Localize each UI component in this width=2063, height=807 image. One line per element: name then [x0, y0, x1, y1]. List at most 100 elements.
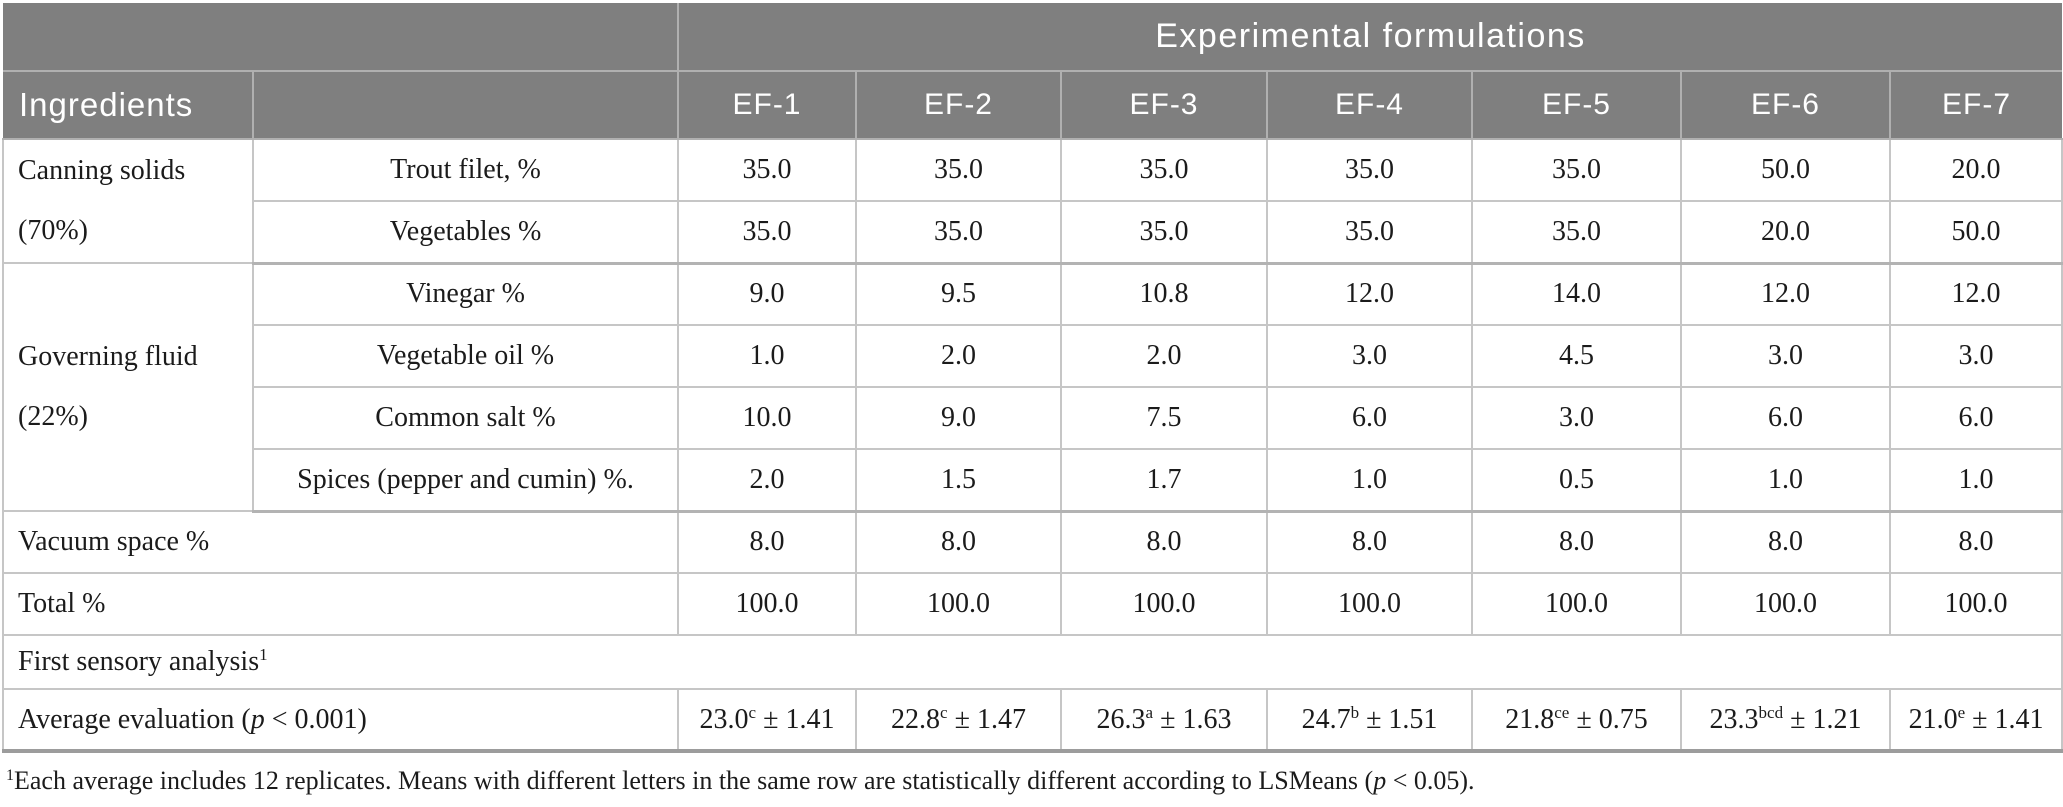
value-cell: 10.0	[677, 386, 857, 450]
value-cell: 100.0	[677, 572, 857, 636]
value-cell: 100.0	[1680, 572, 1891, 636]
value-cell: 12.0	[1266, 262, 1473, 326]
value-cell: 50.0	[1888, 200, 2063, 265]
value-cell: 6.0	[1266, 386, 1473, 450]
value-cell: 6.0	[1680, 386, 1891, 450]
value-cell: 1.0	[677, 324, 857, 388]
significance-letters: bcd	[1758, 702, 1784, 722]
table-footnote: 1Each average includes 12 replicates. Me…	[6, 766, 2063, 796]
mean-value-cell: 22.8c ± 1.47	[855, 688, 1062, 753]
row-spices: Spices (pepper and cumin) %. 2.0 1.5 1.7…	[3, 448, 2063, 513]
std-dev: ± 0.75	[1576, 703, 1648, 735]
std-dev: ± 1.21	[1790, 703, 1862, 735]
row-trout-filet: Canning solids (70%) Trout filet, % 35.0…	[2, 138, 2063, 264]
value-cell: 100.0	[855, 572, 1062, 636]
value-cell: 7.5	[1060, 386, 1268, 450]
header-empty-corner	[3, 3, 679, 72]
value-cell: 14.0	[1471, 262, 1682, 326]
value-cell: 8.0	[1060, 510, 1268, 574]
value-cell: 3.0	[1888, 324, 2063, 388]
mean: 26.3	[1096, 703, 1146, 735]
value-cell: 1.0	[1266, 448, 1473, 513]
row-average-evaluation: Average evaluation (p < 0.001) 23.0c ± 1.…	[2, 688, 2063, 753]
p-symbol: p	[250, 703, 265, 735]
row-label: Total %	[2, 572, 679, 636]
experimental-formulations-header: Experimental formulations	[676, 3, 2063, 72]
mean: 23.0	[699, 703, 749, 735]
group-governing-fluid: Governing fluid (22%)	[2, 262, 254, 512]
value-cell: 35.0	[677, 200, 857, 265]
row-total: Total % 100.0 100.0 100.0 100.0 100.0 10…	[2, 572, 2063, 636]
column-header-ef7: EF-7	[1888, 71, 2063, 140]
value-cell: 8.0	[1888, 510, 2063, 574]
value-cell: 1.7	[1060, 448, 1268, 513]
mean: 21.0	[1908, 703, 1958, 735]
value-cell: 8.0	[1680, 510, 1891, 574]
value-cell: 2.0	[677, 448, 857, 513]
significance-letters: c	[748, 702, 757, 722]
value-cell: 35.0	[855, 138, 1062, 202]
value-cell: 1.0	[1888, 448, 2063, 513]
mean-value-cell: 21.0e ± 1.41	[1888, 688, 2063, 753]
value-cell: 10.8	[1060, 262, 1268, 326]
value-cell: 35.0	[1471, 138, 1682, 202]
value-cell: 2.0	[855, 324, 1062, 388]
footnote-text: Each average includes 12 replicates. Mea…	[14, 766, 1374, 795]
p-symbol: p	[1373, 766, 1387, 795]
group-label-line2: (70%)	[18, 215, 88, 246]
value-cell: 8.0	[855, 510, 1062, 574]
value-cell: 8.0	[1471, 510, 1682, 574]
mean: 23.3	[1709, 703, 1759, 735]
value-cell: 3.0	[1266, 324, 1473, 388]
value-cell: 1.5	[855, 448, 1062, 513]
value-cell: 9.5	[855, 262, 1062, 326]
value-cell: 9.0	[855, 386, 1062, 450]
value-cell: 35.0	[1266, 200, 1473, 265]
value-cell: 4.5	[1471, 324, 1682, 388]
header-columns-row: Ingredients EF-1 EF-2 EF-3 EF-4 EF-5 EF-…	[3, 71, 2063, 140]
value-cell: 35.0	[855, 200, 1062, 265]
group-label-line1: Governing fluid	[18, 341, 198, 372]
std-dev: ± 1.51	[1366, 703, 1438, 735]
mean: 21.8	[1505, 703, 1555, 735]
column-header-ef5: EF-5	[1471, 71, 1682, 140]
value-cell: 35.0	[677, 138, 857, 202]
value-cell: 2.0	[1060, 324, 1268, 388]
value-cell: 100.0	[1471, 572, 1682, 636]
header-top-row: Experimental formulations	[3, 3, 2063, 72]
std-dev: ± 1.41	[1972, 703, 2044, 735]
value-cell: 35.0	[1471, 200, 1682, 265]
ingredient-name: Spices (pepper and cumin) %.	[252, 448, 679, 513]
row-first-sensory-analysis: First sensory analysis1	[1, 634, 2063, 690]
group-label-line2: (22%)	[18, 401, 88, 432]
column-header-ef2: EF-2	[855, 71, 1062, 140]
section-label: First sensory analysis1	[1, 634, 2063, 690]
row-label: Average evaluation (p < 0.001)	[2, 688, 679, 753]
value-cell: 35.0	[1060, 138, 1268, 202]
ingredient-name: Vinegar %	[252, 262, 679, 326]
footnote-text-end: < 0.05).	[1386, 766, 1475, 795]
mean-value-cell: 23.3bcd ± 1.21	[1680, 688, 1891, 753]
section-label-text: First sensory analysis	[18, 646, 260, 677]
column-header-ef6: EF-6	[1680, 71, 1891, 140]
value-cell: 0.5	[1471, 448, 1682, 513]
std-dev: ± 1.41	[763, 703, 835, 735]
row-label: Vacuum space %	[2, 510, 679, 574]
average-label-suffix: < 0.001)	[264, 703, 367, 735]
group-label-line1: Canning solids	[18, 155, 186, 186]
value-cell: 35.0	[1060, 200, 1268, 265]
ingredient-name: Vegetable oil %	[252, 324, 679, 388]
value-cell: 8.0	[677, 510, 857, 574]
significance-letters: b	[1350, 702, 1360, 722]
value-cell: 1.0	[1680, 448, 1891, 513]
significance-letters: ce	[1554, 702, 1570, 722]
value-cell: 3.0	[1680, 324, 1891, 388]
footnote-superscript: 1	[6, 767, 14, 784]
value-cell: 50.0	[1680, 138, 1891, 202]
value-cell: 9.0	[677, 262, 857, 326]
value-cell: 8.0	[1266, 510, 1473, 574]
value-cell: 20.0	[1888, 138, 2063, 202]
value-cell: 20.0	[1680, 200, 1891, 265]
average-label-prefix: Average evaluation (	[18, 703, 251, 735]
